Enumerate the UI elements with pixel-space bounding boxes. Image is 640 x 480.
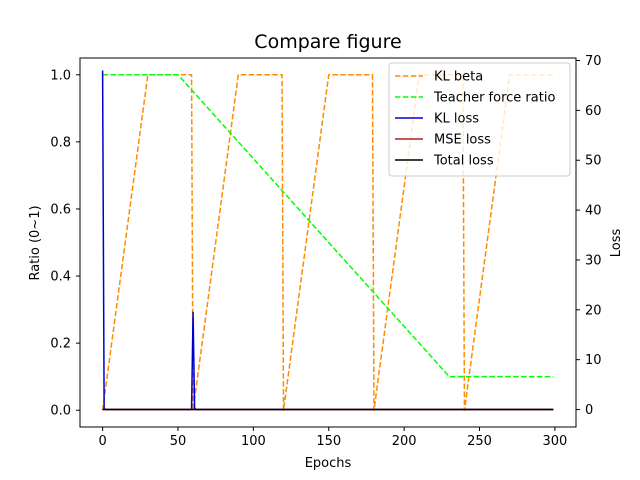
x-tick-label: 250 xyxy=(467,434,492,449)
x-tick-label: 200 xyxy=(392,434,417,449)
legend-label: Teacher force ratio xyxy=(433,91,555,106)
y-right-tick-label: 0 xyxy=(585,403,593,418)
y-left-tick-label: 0.4 xyxy=(50,270,71,285)
x-axis-label: Epochs xyxy=(305,456,352,471)
series-line-teacher-force-ratio xyxy=(102,74,554,378)
x-tick-label: 150 xyxy=(316,434,341,449)
y-right-axis-label: Loss xyxy=(609,229,624,258)
x-tick-label: 100 xyxy=(241,434,266,449)
y-right-tick-label: 50 xyxy=(585,154,602,169)
y-right-tick-label: 10 xyxy=(585,353,602,368)
chart-title: Compare figure xyxy=(254,31,401,53)
x-tick-label: 50 xyxy=(170,434,187,449)
series-line-kl-beta xyxy=(101,74,554,411)
legend-label: Total loss xyxy=(433,154,494,169)
y-left-axis-label: Ratio (0~1) xyxy=(28,205,43,280)
y-left-tick-label: 1.0 xyxy=(50,68,71,83)
legend-label: MSE loss xyxy=(434,133,491,148)
x-tick-label: 300 xyxy=(542,434,567,449)
series-group xyxy=(101,70,554,411)
y-right-tick-label: 70 xyxy=(585,54,602,69)
legend: KL beta Teacher force ratio KL loss MSE los… xyxy=(388,62,571,177)
y-right-tick-label: 40 xyxy=(585,204,602,219)
y-right-tick-label: 60 xyxy=(585,104,602,119)
plot-frame xyxy=(79,57,577,428)
y-left-tick-label: 0.8 xyxy=(50,135,71,150)
y-right-tick-label: 30 xyxy=(585,253,602,268)
legend-box xyxy=(388,62,571,177)
y-left-tick-label: 0.2 xyxy=(50,337,71,352)
legend-label: KL loss xyxy=(434,112,479,127)
legend-label: KL beta xyxy=(434,70,483,85)
y-right-tick-label: 20 xyxy=(585,303,602,318)
y-left-tick-label: 0.0 xyxy=(50,404,71,419)
x-tick-label: 0 xyxy=(98,434,106,449)
axes-layer: 0 50 100 150 200 250 300 0.0 0.2 0.4 0.6 0.8 1.0 0 10 2… xyxy=(50,54,601,449)
y-left-tick-label: 0.6 xyxy=(50,202,71,217)
plot-layer xyxy=(101,70,554,411)
